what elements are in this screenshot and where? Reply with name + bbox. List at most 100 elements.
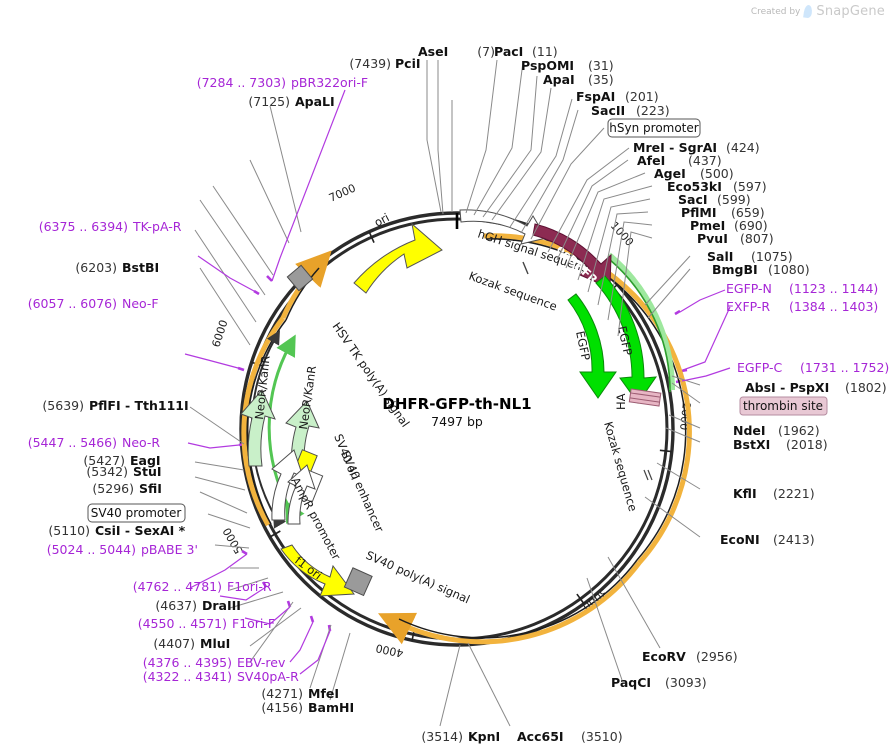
feature-label-kozak-2: Kozak sequence — [601, 420, 640, 513]
svg-text:FspAI: FspAI — [576, 89, 615, 104]
enzyme-name-saci: SacI — [678, 192, 708, 207]
svg-text:(1962): (1962) — [778, 423, 820, 438]
enzyme-name-paqci: PaqCI — [611, 675, 651, 690]
enzyme-name-csii-sexai: CsiI - SexAI * — [95, 523, 186, 538]
svg-text:(597): (597) — [733, 179, 767, 194]
svg-text:(6057 .. 6076): (6057 .. 6076) — [28, 296, 117, 311]
enzyme-name-mlui: MluI — [200, 636, 230, 651]
enzyme-pos-bmgbi: (1080) — [768, 262, 810, 277]
enzyme-pos-eagi: (5427) — [83, 453, 125, 468]
feature-ha-tag: HA — [614, 388, 662, 410]
primer-name-sv40pa-r: SV40pA-R — [237, 669, 299, 684]
svg-text:(659): (659) — [731, 205, 765, 220]
enzyme-pos-econi: (2413) — [773, 532, 815, 547]
svg-text:(3093): (3093) — [665, 675, 707, 690]
feature-label-egfp-1: EGFP — [615, 325, 635, 357]
enzyme-pos-apai: (35) — [588, 72, 614, 87]
svg-text:AfeI: AfeI — [637, 153, 665, 168]
svg-text:(4550 .. 4571): (4550 .. 4571) — [138, 616, 227, 631]
enzyme-pos-stui: (5342) — [86, 464, 128, 479]
primer-range-neo-r: (5447 .. 5466) — [28, 435, 117, 450]
primer-range-f1ori-f: (4550 .. 4571) — [138, 616, 227, 631]
svg-text:(7439): (7439) — [349, 56, 391, 71]
enzyme-pos-pflfi-tth111i: (5639) — [42, 398, 84, 413]
enzyme-name-mrei-sgrai: MreI - SgrAI — [633, 140, 717, 155]
enzyme-pos-ndei: (1962) — [778, 423, 820, 438]
feature-label-sv40-polya: SV40 poly(A) signal — [364, 548, 472, 606]
primer-labels: (7284 .. 7303) pBR322ori-F EGFP-N (1123 … — [28, 75, 890, 684]
enzyme-pos-bamhi: (4156) — [261, 700, 303, 715]
primer-name-neo-r: Neo-R — [122, 435, 160, 450]
primer-leader-lines — [184, 89, 731, 675]
enzyme-name-kpni: KpnI — [468, 729, 500, 744]
feature-egfp-1: EGFP — [595, 275, 658, 404]
svg-text:(4156): (4156) — [261, 700, 303, 715]
svg-text:(599): (599) — [717, 192, 751, 207]
enzyme-name-apai: ApaI — [543, 72, 575, 87]
enzyme-name-pflfi-tth111i: PflFI - Tth111I — [89, 398, 189, 413]
svg-text:PflFI - Tth111I: PflFI - Tth111I — [89, 398, 189, 413]
svg-text:(5110): (5110) — [48, 523, 90, 538]
primer-range-egfp-n: (1123 .. 1144) — [789, 281, 878, 296]
enzyme-pos-bstbi: (6203) — [75, 260, 117, 275]
svg-text:MreI - SgrAI: MreI - SgrAI — [633, 140, 717, 155]
svg-text:SV40pA-R: SV40pA-R — [237, 669, 299, 684]
primer-name-ebv-rev: EBV-rev — [237, 655, 286, 670]
svg-text:Acc65I: Acc65I — [517, 729, 564, 744]
feature-label-hsvtk: HSV TK poly(A) signal — [330, 320, 413, 430]
svg-text:(5342): (5342) — [86, 464, 128, 479]
enzyme-pos-mfei: (4271) — [261, 686, 303, 701]
svg-text:(4322 .. 4341): (4322 .. 4341) — [143, 669, 232, 684]
svg-text:SacII: SacII — [591, 103, 625, 118]
svg-text:(2221): (2221) — [773, 486, 815, 501]
snapgene-leaf-icon — [803, 4, 814, 19]
enzyme-pos-afei: (437) — [688, 153, 722, 168]
svg-text:KflI: KflI — [733, 486, 757, 501]
primer-name-neo-f: Neo-F — [122, 296, 159, 311]
enzyme-name-pvui: PvuI — [697, 231, 728, 246]
svg-text:(5639): (5639) — [42, 398, 84, 413]
boxed-label-thrombin-site: thrombin site — [739, 396, 828, 416]
enzyme-name-kfli: KflI — [733, 486, 757, 501]
svg-text:(5427): (5427) — [83, 453, 125, 468]
svg-text:(5447 .. 5466): (5447 .. 5466) — [28, 435, 117, 450]
svg-text:Neo-F: Neo-F — [122, 296, 159, 311]
svg-text:BamHI: BamHI — [308, 700, 354, 715]
svg-text:(5296): (5296) — [92, 481, 134, 496]
enzyme-pos-sfii: (5296) — [92, 481, 134, 496]
svg-text:(35): (35) — [588, 72, 614, 87]
enzyme-name-fspai: FspAI — [576, 89, 615, 104]
feature-kozak-1: Kozak sequence — [467, 261, 559, 314]
svg-text:pBR322ori-F: pBR322ori-F — [291, 75, 368, 90]
enzyme-name-mfei: MfeI — [308, 686, 339, 701]
enzyme-pos-apali: (7125) — [248, 94, 290, 109]
plasmid-size: 7497 bp — [431, 414, 483, 429]
enzyme-name-bstbi: BstBI — [122, 260, 159, 275]
tick-label-7000: 7000 — [327, 181, 358, 204]
svg-text:(1075): (1075) — [751, 249, 793, 264]
primer-site-marks — [237, 275, 688, 632]
feature-label-ha: HA — [614, 393, 628, 410]
plasmid-title: DHFR-GFP-th-NL1 — [382, 395, 531, 413]
primer-range-egfp-c: (1731 .. 1752) — [800, 360, 889, 375]
svg-text:(690): (690) — [734, 218, 768, 233]
primer-range-tk-pa-r: (6375 .. 6394) — [39, 219, 128, 234]
tick-label-6000: 6000 — [209, 318, 230, 349]
enzyme-pos-ecorv: (2956) — [696, 649, 738, 664]
svg-text:PmeI: PmeI — [690, 218, 725, 233]
svg-text:EGFP-N: EGFP-N — [726, 281, 772, 296]
primer-name-f1ori-f: F1ori-F — [232, 616, 275, 631]
enzyme-name-eco53ki: Eco53kI — [667, 179, 722, 194]
svg-text:(4637): (4637) — [155, 598, 197, 613]
svg-text:ApaLI: ApaLI — [295, 94, 335, 109]
enzyme-name-absi-pspxi: AbsI - PspXI — [745, 380, 829, 395]
svg-text:(4271): (4271) — [261, 686, 303, 701]
svg-text:KpnI: KpnI — [468, 729, 500, 744]
boxed-label-thrombin-text: thrombin site — [743, 399, 823, 413]
svg-text:EagI: EagI — [130, 453, 161, 468]
feature-label-neor-1: NeoR/KanR — [252, 355, 273, 420]
boxed-label-hsyn-promoter: hSyn promoter — [607, 118, 701, 138]
primer-name-exfp-r: EXFP-R — [726, 299, 770, 314]
enzyme-pos-csii-sexai: (5110) — [48, 523, 90, 538]
